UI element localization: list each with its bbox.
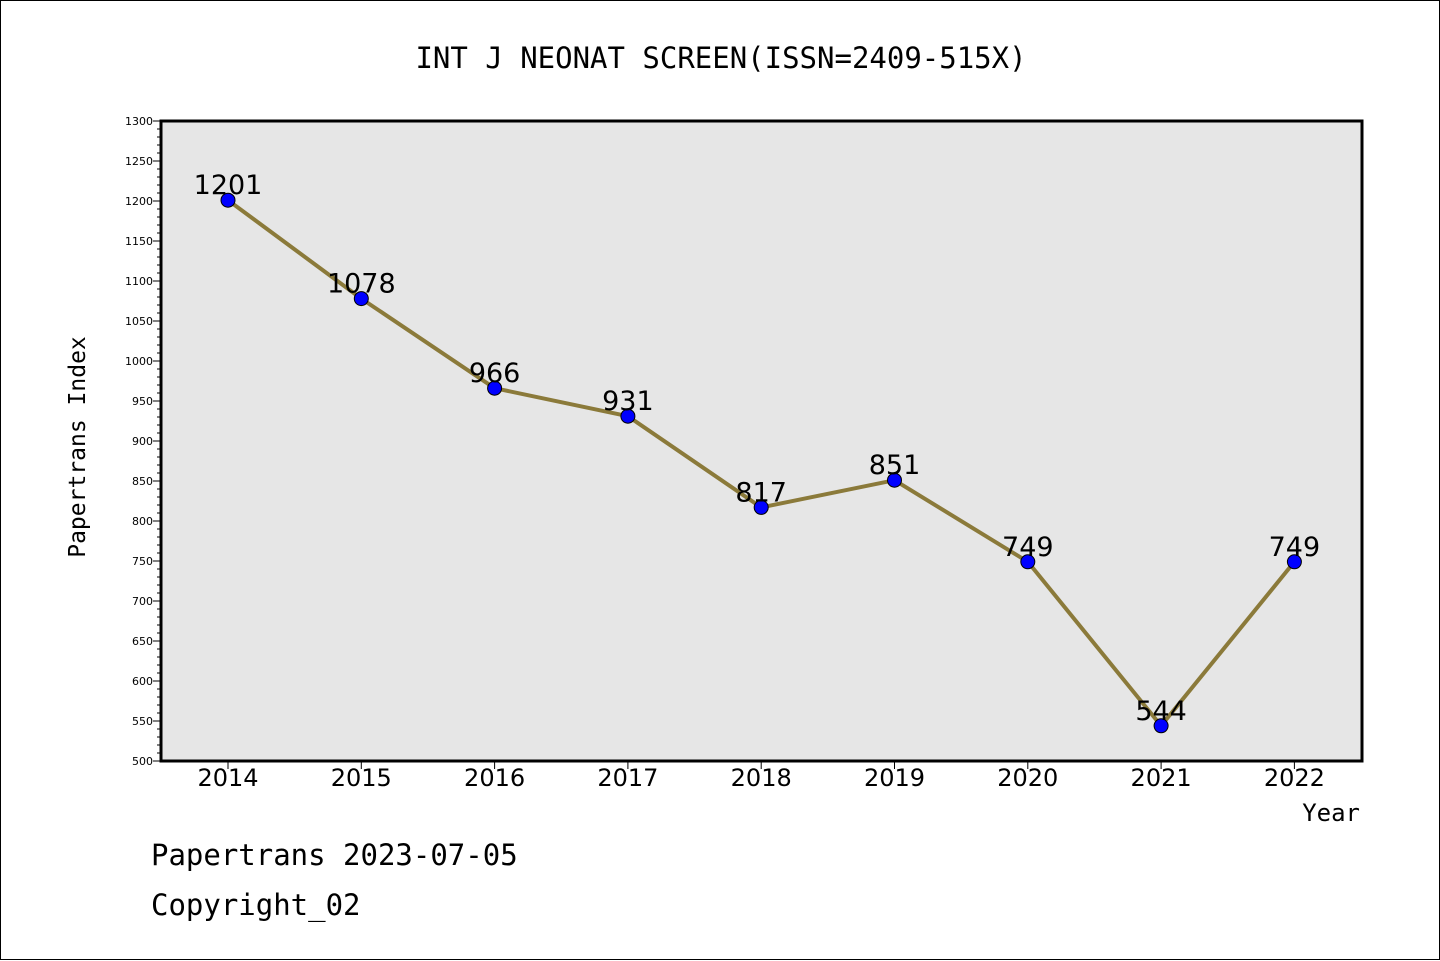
plot-area	[161, 121, 1362, 761]
y-tick-label: 1100	[125, 275, 153, 288]
x-tick-label: 2016	[464, 764, 525, 792]
data-point	[353, 291, 369, 307]
data-label: 749	[1269, 532, 1321, 563]
series-line	[220, 192, 1302, 734]
y-tick-label: 500	[132, 755, 153, 768]
data-point	[487, 380, 503, 396]
data-label: 544	[1135, 696, 1187, 727]
y-tick-label: 1000	[125, 355, 153, 368]
data-labels: 1201 1078 966 931 817 851 749 544 749	[194, 170, 1321, 727]
y-tick-label: 1150	[125, 235, 153, 248]
x-tick-label: 2014	[197, 764, 258, 792]
y-tick-label: 850	[132, 475, 153, 488]
data-label: 749	[1002, 532, 1054, 563]
y-axis: 500 550 600 650 700 750 800 850 900 950 1000 1050 11…	[125, 115, 161, 768]
footer-copyright: Copyright_02	[151, 888, 361, 923]
y-tick-label: 700	[132, 595, 153, 608]
y-tick-label: 550	[132, 715, 153, 728]
x-tick-label: 2015	[331, 764, 392, 792]
data-label: 1078	[327, 269, 396, 300]
x-tick-label: 2022	[1264, 764, 1325, 792]
data-label: 851	[869, 450, 921, 481]
chart-title: INT J NEONAT SCREEN(ISSN=2409-515X)	[415, 41, 1026, 75]
data-point	[1153, 718, 1169, 734]
y-tick-label: 750	[132, 555, 153, 568]
y-tick-label: 1250	[125, 155, 153, 168]
data-label: 966	[469, 358, 521, 389]
data-point	[220, 192, 236, 208]
y-tick-label: 650	[132, 635, 153, 648]
data-point	[620, 408, 636, 424]
data-point	[753, 499, 769, 515]
data-label: 1201	[194, 170, 263, 201]
x-axis-label: Year	[1302, 799, 1360, 827]
data-point	[887, 472, 902, 488]
x-tick-label: 2021	[1131, 764, 1192, 792]
x-tick-label: 2020	[997, 764, 1058, 792]
x-axis: 2014 2015 2016 2017 2018 2019 2020 2021 2022	[197, 761, 1325, 792]
y-tick-label: 950	[132, 395, 153, 408]
data-point	[1286, 554, 1302, 570]
x-tick-label: 2017	[597, 764, 658, 792]
x-tick-label: 2018	[731, 764, 792, 792]
data-label: 931	[602, 386, 654, 417]
y-tick-label: 1050	[125, 315, 153, 328]
footer-date: Papertrans 2023-07-05	[151, 838, 518, 872]
y-axis-label: Papertrans Index	[65, 336, 91, 558]
data-label: 817	[735, 477, 787, 508]
x-tick-label: 2019	[864, 764, 925, 792]
y-tick-label: 1200	[125, 195, 153, 208]
y-tick-label: 800	[132, 515, 153, 528]
y-tick-label: 900	[132, 435, 153, 448]
y-tick-label: 600	[132, 675, 153, 688]
y-tick-label: 1300	[125, 115, 153, 128]
plot-border	[159, 119, 1364, 763]
data-point	[1020, 554, 1036, 570]
